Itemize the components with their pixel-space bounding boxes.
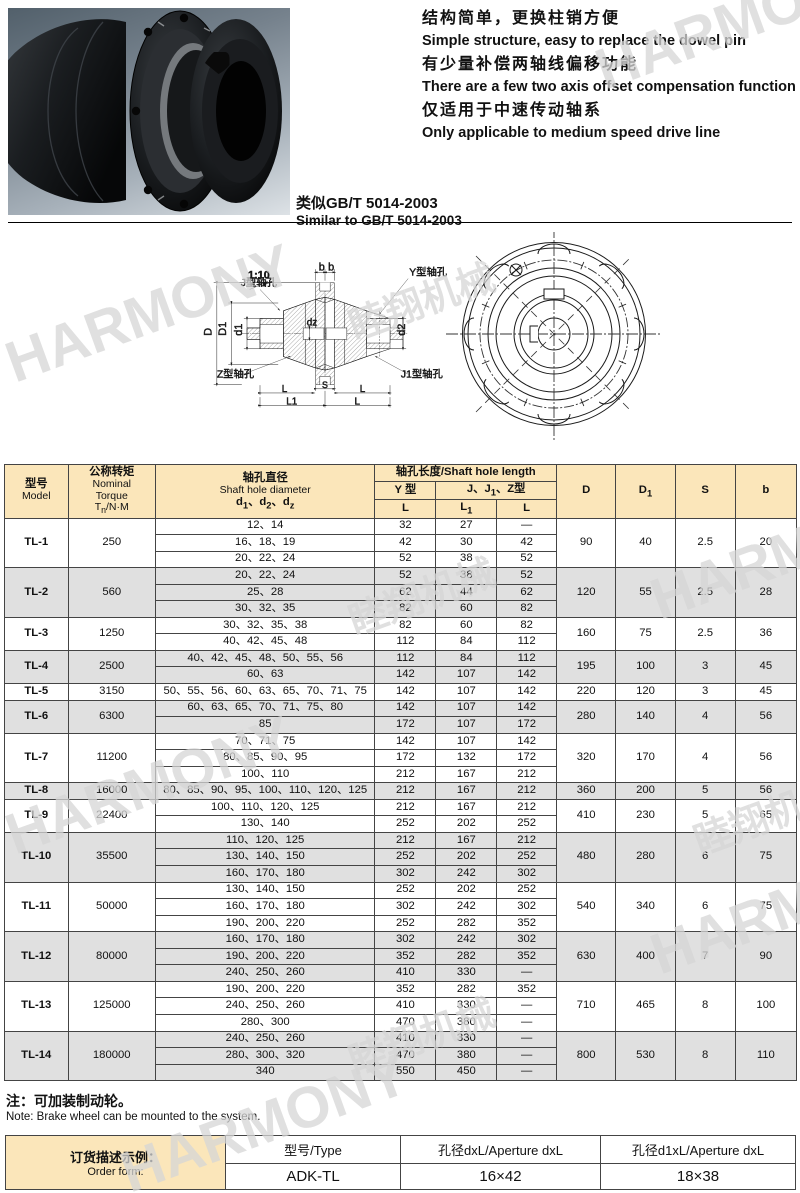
svg-text:L: L bbox=[282, 384, 288, 395]
svg-text:L1: L1 bbox=[286, 396, 297, 407]
svg-text:D: D bbox=[203, 328, 215, 336]
svg-text:b: b bbox=[319, 261, 325, 273]
svg-text:D1: D1 bbox=[217, 322, 229, 336]
svg-text:L: L bbox=[360, 384, 366, 395]
svg-text:d1: d1 bbox=[233, 324, 245, 336]
svg-text:Y型轴孔: Y型轴孔 bbox=[409, 265, 448, 278]
svg-text:J型轴孔: J型轴孔 bbox=[241, 276, 278, 289]
svg-text:d2: d2 bbox=[396, 324, 408, 336]
svg-text:b: b bbox=[328, 261, 334, 273]
svg-text:S: S bbox=[322, 380, 328, 390]
svg-text:L: L bbox=[354, 396, 360, 407]
svg-text:Z型轴孔: Z型轴孔 bbox=[217, 367, 255, 380]
svg-text:dz: dz bbox=[307, 317, 317, 328]
